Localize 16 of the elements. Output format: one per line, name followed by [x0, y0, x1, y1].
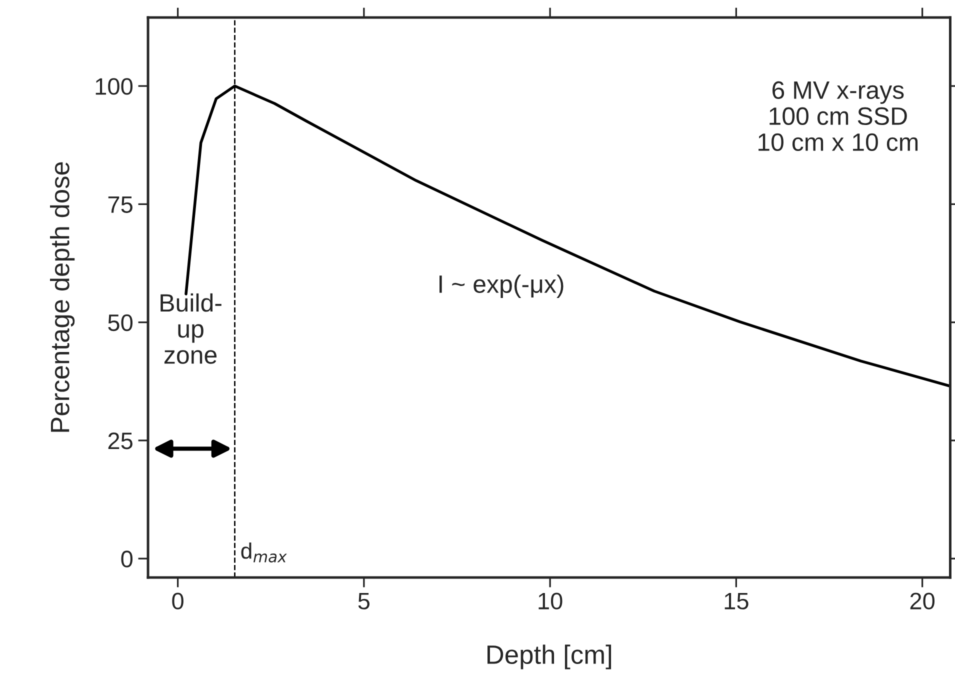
x-tick-label: 15 [724, 592, 748, 610]
annotation: Build- up zone [160, 293, 222, 364]
ref-line-label: d$_{max}$ [241, 542, 287, 562]
y-tick-label: 0 [121, 550, 133, 568]
y-tick-label: 75 [108, 196, 132, 213]
x-tick-label: 10 [538, 592, 562, 610]
x-axis-title: Depth [cm] [488, 644, 612, 670]
y-tick-label: 50 [108, 314, 133, 332]
x-tick-label: 5 [358, 592, 370, 610]
x-tick-label: 0 [172, 592, 184, 610]
annotation: 6 MV x-rays 100 cm SSD 10 cm x 10 cm [758, 81, 918, 152]
y-tick-label: 25 [108, 432, 132, 450]
y-tick-label: 100 [96, 78, 133, 95]
x-tick-label: 20 [910, 592, 935, 610]
annotation: I ~ exp(-μx) [439, 274, 564, 298]
y-axis-title: Percentage depth dose [50, 162, 75, 432]
